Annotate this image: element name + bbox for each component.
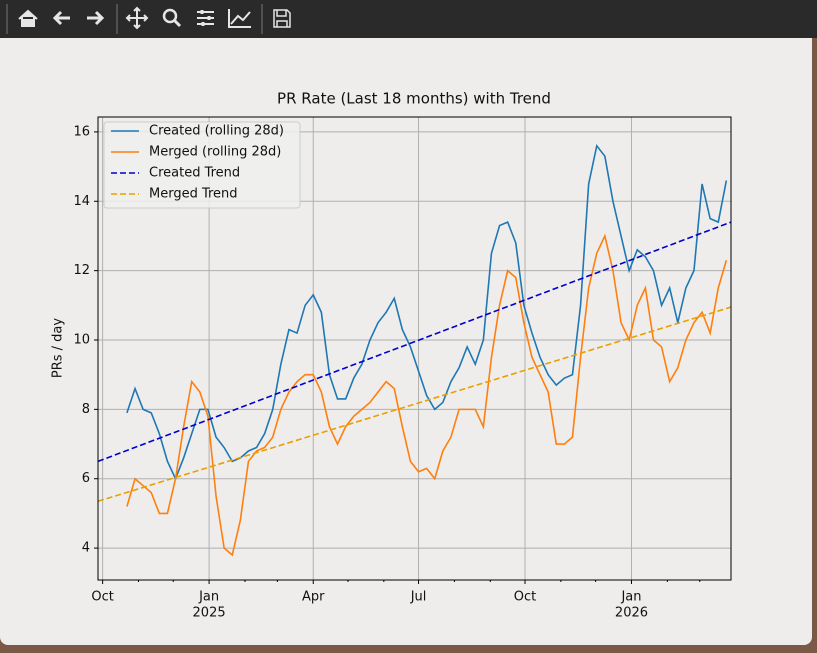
series-line [98,221,731,463]
x-tick-label: Apr [302,590,325,605]
y-tick-label: 14 [73,194,90,209]
legend-label: Created (rolling 28d) [149,124,284,139]
configure-button[interactable] [197,10,214,26]
y-tick-label: 16 [73,124,90,139]
x-tick-label: Jan [620,590,641,605]
plot-frame [97,116,732,581]
series-line [126,143,728,481]
series-line [126,233,728,557]
y-tick-label: 12 [73,263,90,278]
legend-label: Merged (rolling 28d) [149,145,281,160]
x-tick-sublabel: 2026 [615,606,648,621]
legend-label: Merged Trend [149,187,238,202]
y-tick-label: 8 [82,402,90,417]
x-tick-label: Oct [91,590,113,605]
home-button[interactable] [18,9,38,27]
pan-button[interactable] [125,6,149,30]
save-button[interactable] [273,9,291,28]
y-tick-label: 6 [82,471,90,486]
back-button[interactable] [52,10,70,26]
series-line [98,306,731,503]
legend-label: Created Trend [149,166,240,181]
y-tick-label: 10 [73,333,90,348]
y-tick-label: 4 [82,541,90,556]
x-tick-label: Oct [514,590,536,605]
y-axis-label: PRs / day [51,318,66,379]
axes-button[interactable] [228,9,251,28]
legend-box [103,121,301,209]
chart-title: PR Rate (Last 18 months) with Trend [277,90,551,108]
x-tick-label: Jul [410,590,427,605]
x-tick-label: Jan [198,590,219,605]
x-tick-sublabel: 2025 [193,606,226,621]
toolbar [0,0,817,38]
zoom-button[interactable] [162,8,182,28]
forward-button[interactable] [87,10,105,26]
